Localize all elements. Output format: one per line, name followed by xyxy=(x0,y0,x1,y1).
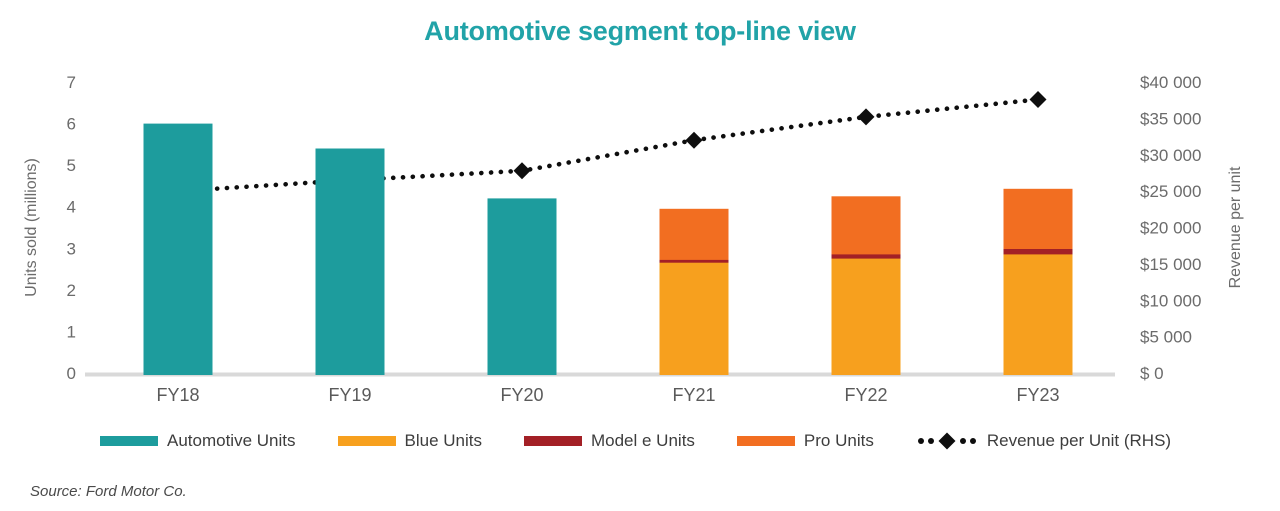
right-axis-title: Revenue per unit xyxy=(1227,166,1244,288)
bar-FY22-pro-units xyxy=(831,196,901,255)
bar-FY21-blue-units xyxy=(659,260,729,375)
legend-label: Model e Units xyxy=(590,431,695,450)
right-axis-tick: $25 000 xyxy=(1140,182,1201,201)
right-axis-tick: $15 000 xyxy=(1140,255,1201,274)
left-axis-tick: 5 xyxy=(67,156,76,175)
right-axis-tick: $ 0 xyxy=(1140,364,1164,383)
x-axis-label: FY21 xyxy=(672,385,715,405)
legend-swatch-icon xyxy=(523,436,582,446)
source-note: Source: Ford Motor Co. xyxy=(30,483,187,500)
left-axis-tick: 2 xyxy=(67,281,76,300)
left-axis-tick: 1 xyxy=(67,322,76,341)
legend-label: Revenue per Unit (RHS) xyxy=(986,431,1172,450)
left-axis-tick: 7 xyxy=(67,73,76,92)
right-axis-tick: $30 000 xyxy=(1140,146,1201,165)
left-axis-tick: 4 xyxy=(67,198,76,217)
bar-FY21-pro-units xyxy=(659,208,729,260)
left-axis-tick: 0 xyxy=(67,364,76,383)
revenue-marker xyxy=(513,162,531,180)
x-axis-label: FY23 xyxy=(1016,385,1059,405)
right-axis-tick: $5 000 xyxy=(1140,328,1192,347)
bar-FY22-model-e-units xyxy=(831,252,901,259)
bar-FY23-model-e-units xyxy=(1003,247,1073,255)
legend-item: Blue Units xyxy=(337,431,482,451)
legend-item: Automotive Units xyxy=(100,431,296,451)
bar-FY18-automotive-units xyxy=(143,123,213,375)
right-axis-tick: $20 000 xyxy=(1140,219,1201,238)
bar-FY23-pro-units xyxy=(1003,188,1073,249)
x-axis-label: FY20 xyxy=(500,385,543,405)
legend-swatch-icon xyxy=(100,436,158,446)
bar-FY23-blue-units xyxy=(1003,252,1073,375)
legend-swatch-icon xyxy=(736,436,795,446)
revenue-marker xyxy=(857,108,875,126)
legend-label: Automotive Units xyxy=(167,431,296,450)
bar-FY20-automotive-units xyxy=(487,198,557,375)
left-axis-title: Units sold (millions) xyxy=(23,158,40,297)
x-axis-label: FY18 xyxy=(156,385,199,405)
page-title: Automotive segment top-line view xyxy=(424,16,856,46)
legend-item: Pro Units xyxy=(736,431,874,451)
right-axis-tick: $40 000 xyxy=(1140,73,1201,92)
legend-label: Blue Units xyxy=(404,431,482,450)
legend-item: Revenue per Unit (RHS) xyxy=(916,431,1171,451)
right-axis-tick: $35 000 xyxy=(1140,109,1201,128)
legend-item: Model e Units xyxy=(523,431,695,451)
dotted-line-icon xyxy=(917,432,976,450)
revenue-line xyxy=(175,97,1041,194)
x-axis-label: FY19 xyxy=(328,385,371,405)
chart-legend: Automotive Units Blue Units Model e Units P… xyxy=(100,431,1171,451)
revenue-marker xyxy=(685,131,703,149)
bar-FY22-blue-units xyxy=(831,256,901,375)
right-axis-tick: $10 000 xyxy=(1140,291,1201,310)
revenue-marker xyxy=(1029,90,1047,108)
legend-swatch-icon xyxy=(337,436,396,446)
legend-label: Pro Units xyxy=(803,431,874,450)
bar-FY19-automotive-units xyxy=(315,148,385,375)
x-axis-label: FY22 xyxy=(844,385,887,405)
left-axis-tick: 6 xyxy=(67,115,76,134)
chart-plot: 0 1 2 3 4 5 6 7 $ 0 $5 000 $10 000 $15 000 $20 000 $2… xyxy=(23,73,1244,405)
bar-FY21-model-e-units xyxy=(659,257,729,263)
left-axis-tick: 3 xyxy=(67,239,76,258)
